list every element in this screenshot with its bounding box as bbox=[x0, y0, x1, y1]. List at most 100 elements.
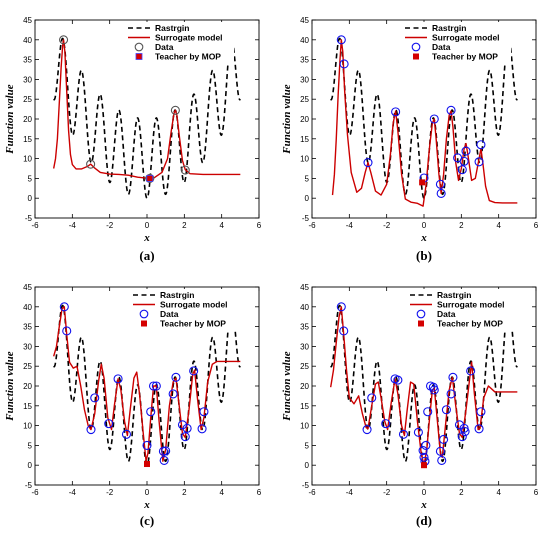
y-tick-label: -5 bbox=[25, 481, 33, 490]
x-tick-label: 6 bbox=[257, 488, 262, 497]
x-tick-label: 0 bbox=[145, 221, 150, 230]
y-tick-label: 30 bbox=[23, 75, 32, 84]
y-tick-label: 40 bbox=[23, 36, 32, 45]
x-tick-label: 6 bbox=[534, 488, 539, 497]
x-axis-label: x bbox=[143, 232, 150, 244]
y-tick-label: 0 bbox=[28, 194, 33, 203]
y-tick-label: 25 bbox=[23, 95, 32, 104]
panel-label: (d) bbox=[416, 513, 432, 528]
data-point bbox=[142, 440, 152, 450]
data-point bbox=[159, 455, 169, 465]
legend-label: Surrogate model bbox=[437, 300, 505, 310]
plot-area bbox=[52, 302, 241, 468]
legend-symbol-teacher bbox=[413, 53, 419, 60]
data-point bbox=[457, 165, 467, 175]
x-tick-label: 4 bbox=[496, 221, 501, 230]
data-point bbox=[381, 419, 391, 429]
data-point bbox=[197, 424, 207, 434]
legend-label: Rastrgin bbox=[160, 290, 194, 300]
data-point bbox=[145, 173, 155, 183]
data-point bbox=[363, 158, 373, 168]
x-tick-label: 0 bbox=[145, 488, 150, 497]
data-point bbox=[476, 407, 486, 417]
legend-label: Rastrgin bbox=[437, 290, 471, 300]
panel-label: (a) bbox=[139, 248, 154, 263]
plot-area bbox=[330, 35, 518, 207]
data-point bbox=[90, 393, 100, 403]
x-tick-label: -4 bbox=[69, 488, 77, 497]
y-tick-label: 20 bbox=[23, 115, 32, 124]
x-tick-label: 6 bbox=[534, 221, 539, 230]
x-tick-label: -2 bbox=[383, 488, 391, 497]
teacher-point bbox=[419, 179, 426, 186]
data-point bbox=[466, 366, 476, 376]
y-tick-label: 5 bbox=[28, 174, 33, 183]
series-surrogate-line bbox=[331, 39, 518, 207]
data-point bbox=[86, 159, 96, 169]
x-tick-label: -6 bbox=[31, 488, 39, 497]
data-point bbox=[459, 156, 469, 166]
x-tick-label: 4 bbox=[219, 488, 224, 497]
data-point bbox=[441, 405, 451, 415]
y-tick-label: 0 bbox=[305, 461, 310, 470]
y-tick-label: 40 bbox=[300, 36, 309, 45]
y-tick-label: 10 bbox=[300, 155, 309, 164]
data-point bbox=[439, 434, 449, 445]
data-point bbox=[419, 452, 429, 462]
data-point bbox=[180, 432, 190, 442]
plot-area bbox=[52, 35, 241, 200]
data-point bbox=[474, 424, 484, 434]
y-tick-label: 35 bbox=[23, 56, 32, 65]
data-point bbox=[446, 389, 456, 399]
data-point bbox=[180, 165, 190, 175]
data-point bbox=[336, 302, 346, 312]
x-tick-label: -4 bbox=[69, 221, 77, 230]
legend-bg bbox=[401, 22, 511, 64]
data-point bbox=[393, 375, 403, 385]
teacher-point bbox=[421, 462, 427, 469]
data-point bbox=[148, 381, 159, 391]
data-point bbox=[398, 429, 409, 439]
y-axis-label: Function value bbox=[4, 84, 16, 154]
y-tick-label: 10 bbox=[23, 155, 32, 164]
x-tick-label: -2 bbox=[106, 221, 114, 230]
y-tick-label: 30 bbox=[300, 75, 309, 84]
data-point bbox=[446, 105, 456, 115]
data-point bbox=[448, 372, 458, 382]
data-point bbox=[121, 429, 132, 439]
data-point bbox=[113, 374, 123, 384]
x-tick-label: -2 bbox=[383, 221, 391, 230]
data-point bbox=[170, 105, 180, 115]
data-point bbox=[339, 326, 349, 336]
y-tick-label: 45 bbox=[300, 16, 309, 25]
y-tick-label: 45 bbox=[23, 16, 32, 25]
data-point bbox=[391, 107, 401, 117]
chart-panel-c: -6 -4 -2 0 2 4 6 -5 0 5 10 15 20 25 30 35 40 45 x Function … bbox=[4, 283, 262, 528]
data-point bbox=[423, 407, 433, 417]
legend-label: Data bbox=[432, 42, 451, 52]
x-tick-label: -6 bbox=[308, 221, 316, 230]
legend-symbol-data bbox=[411, 42, 421, 52]
y-tick-label: 5 bbox=[28, 441, 33, 450]
legend-label: Surrogate model bbox=[155, 33, 223, 43]
legend-label: Surrogate model bbox=[160, 300, 228, 310]
y-axis-label: Function value bbox=[281, 351, 293, 421]
data-point bbox=[189, 366, 199, 376]
teacher-point bbox=[146, 174, 154, 182]
y-tick-label: 0 bbox=[305, 194, 310, 203]
data-point bbox=[182, 423, 192, 433]
data-point bbox=[413, 427, 423, 437]
x-tick-label: -2 bbox=[106, 488, 114, 497]
data-point bbox=[199, 407, 209, 417]
y-tick-label: -5 bbox=[302, 214, 310, 223]
x-tick-label: 4 bbox=[496, 488, 501, 497]
y-tick-label: -5 bbox=[25, 214, 33, 223]
y-tick-label: 40 bbox=[23, 303, 32, 312]
y-tick-label: 15 bbox=[300, 135, 309, 144]
data-point bbox=[362, 425, 372, 435]
legend-symbol-teacher bbox=[418, 320, 424, 327]
x-tick-label: 0 bbox=[422, 221, 427, 230]
plot-area bbox=[329, 302, 518, 469]
data-point bbox=[435, 179, 445, 189]
